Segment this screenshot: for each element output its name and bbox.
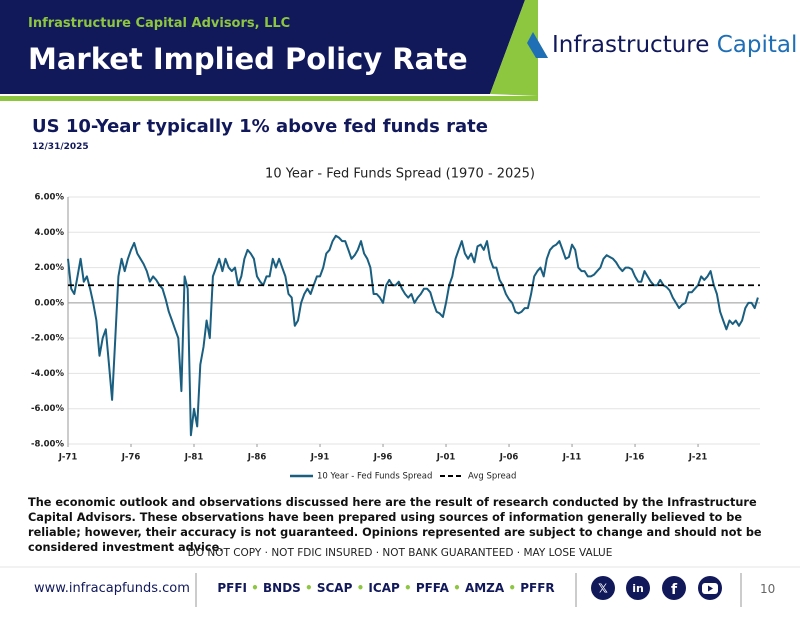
x-tick-label: J-01 xyxy=(436,453,456,463)
x-icon[interactable] xyxy=(591,576,615,600)
x-tick-label: J-96 xyxy=(373,453,393,463)
facebook-glyph: f xyxy=(671,582,678,598)
y-tick-label: 0.00% xyxy=(35,298,65,308)
tickers: PFFI • BNDS • SCAP • ICAP • PFFA • AMZA … xyxy=(196,581,576,595)
disclaimer: The economic outlook and observations di… xyxy=(28,496,762,554)
page-title: Market Implied Policy Rate xyxy=(28,42,468,76)
y-tick-label: -6.00% xyxy=(31,404,64,414)
ticker-separator: • xyxy=(352,581,369,595)
footer-graphic: 𝕏 in f xyxy=(0,566,800,607)
x-tick-label: J-76 xyxy=(121,453,141,463)
x-tick-label: J-06 xyxy=(499,453,519,463)
ticker[interactable]: PFFR xyxy=(520,581,555,595)
legend-label: 10 Year - Fed Funds Spread xyxy=(317,472,432,482)
y-tick-label: -4.00% xyxy=(31,369,64,379)
ticker-separator: • xyxy=(300,581,317,595)
y-tick-label: -2.00% xyxy=(31,334,64,344)
chart: 10 Year - Fed Funds Spread (1970 - 2025)… xyxy=(31,167,760,482)
y-tick-label: -8.00% xyxy=(31,440,64,450)
header-banner xyxy=(0,0,525,94)
logo: Infrastructure Capital xyxy=(552,32,797,58)
ticker-separator: • xyxy=(504,581,521,595)
series-line xyxy=(67,234,759,437)
x-tick-label: J-81 xyxy=(184,453,204,463)
x-tick-label: J-71 xyxy=(58,453,78,463)
subtitle: US 10-Year typically 1% above fed funds … xyxy=(32,116,488,137)
x-glyph: 𝕏 xyxy=(598,582,608,596)
x-tick-label: J-21 xyxy=(688,453,708,463)
linkedin-icon[interactable] xyxy=(626,576,650,600)
header-stripe xyxy=(0,96,538,101)
website[interactable]: www.infracapfunds.com xyxy=(34,581,190,596)
youtube-play xyxy=(708,585,713,592)
x-tick-label: J-86 xyxy=(247,453,267,463)
page-number: 10 xyxy=(760,582,776,596)
linkedin-glyph: in xyxy=(632,582,644,595)
date: 12/31/2025 xyxy=(32,142,89,152)
ticker-separator: • xyxy=(448,581,465,595)
ticker[interactable]: SCAP xyxy=(316,581,353,595)
firm-name: Infrastructure Capital Advisors, LLC xyxy=(28,16,291,31)
ticker[interactable]: BNDS xyxy=(263,581,301,595)
ticker[interactable]: ICAP xyxy=(368,581,400,595)
legend-label: Avg Spread xyxy=(468,472,516,482)
x-tick-label: J-16 xyxy=(625,453,645,463)
header-graphic xyxy=(0,0,548,101)
facebook-icon[interactable] xyxy=(662,576,686,600)
ticker-separator: • xyxy=(247,581,264,595)
logo-mark xyxy=(527,32,548,58)
logo-accent: Capital xyxy=(716,32,798,58)
y-tick-label: 6.00% xyxy=(35,193,65,203)
x-tick-label: J-11 xyxy=(562,453,582,463)
ticker-separator: • xyxy=(399,581,416,595)
notice: DO NOT COPY · NOT FDIC INSURED · NOT BAN… xyxy=(187,547,613,559)
ticker[interactable]: PFFA xyxy=(415,581,449,595)
header-edge xyxy=(490,0,538,96)
y-tick-label: 4.00% xyxy=(35,228,65,238)
x-tick-label: J-91 xyxy=(310,453,330,463)
ticker[interactable]: PFFI xyxy=(217,581,247,595)
ticker[interactable]: AMZA xyxy=(464,581,505,595)
logo-name: Infrastructure xyxy=(552,32,710,58)
chart-title: 10 Year - Fed Funds Spread (1970 - 2025) xyxy=(265,167,535,182)
y-tick-label: 2.00% xyxy=(35,263,65,273)
